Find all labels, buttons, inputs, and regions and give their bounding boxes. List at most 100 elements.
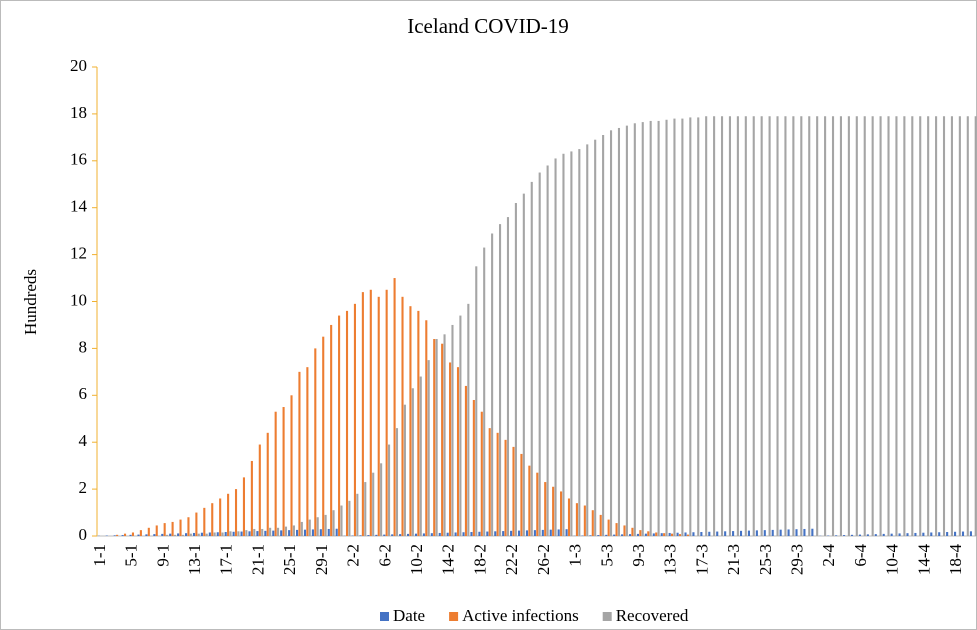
bar bbox=[599, 514, 602, 536]
bar bbox=[747, 530, 750, 536]
bar bbox=[356, 493, 359, 536]
bar bbox=[763, 530, 766, 536]
bar bbox=[950, 116, 953, 537]
bar bbox=[641, 122, 644, 537]
bar bbox=[560, 491, 563, 536]
bar bbox=[403, 404, 406, 536]
y-tick-label: 14 bbox=[70, 197, 88, 216]
bar bbox=[348, 500, 351, 536]
bar bbox=[609, 130, 613, 536]
bar bbox=[200, 532, 203, 536]
bar bbox=[617, 127, 621, 536]
bar bbox=[250, 460, 253, 536]
bar bbox=[498, 224, 502, 537]
bar bbox=[288, 530, 291, 536]
bar bbox=[863, 116, 866, 537]
bar bbox=[205, 533, 208, 536]
bar bbox=[414, 533, 418, 536]
bar bbox=[969, 531, 972, 536]
bar bbox=[311, 529, 314, 536]
bar bbox=[169, 533, 172, 536]
bar bbox=[335, 528, 338, 536]
bar bbox=[528, 465, 531, 536]
bar bbox=[232, 531, 235, 536]
x-tick-label: 25-3 bbox=[756, 544, 775, 575]
bar bbox=[906, 533, 909, 536]
bar bbox=[843, 535, 846, 536]
bar bbox=[324, 514, 327, 536]
bar bbox=[372, 472, 375, 536]
bar bbox=[187, 517, 190, 536]
x-tick-label: 1-3 bbox=[566, 544, 585, 567]
bar bbox=[213, 532, 216, 536]
bar bbox=[449, 362, 452, 536]
bar bbox=[322, 336, 325, 536]
bar bbox=[684, 532, 687, 536]
bar bbox=[824, 116, 827, 537]
bar bbox=[430, 533, 433, 536]
bar bbox=[533, 530, 536, 536]
x-tick-label: 1-1 bbox=[90, 544, 109, 567]
bar bbox=[903, 116, 906, 537]
bar bbox=[137, 534, 140, 536]
bar bbox=[541, 529, 544, 536]
bar bbox=[594, 139, 597, 536]
bar bbox=[446, 532, 449, 536]
bar bbox=[327, 528, 330, 536]
bar bbox=[771, 529, 774, 536]
bar bbox=[345, 310, 349, 536]
bar bbox=[369, 289, 372, 536]
bar bbox=[525, 530, 529, 536]
bar bbox=[732, 531, 735, 536]
bar bbox=[871, 116, 874, 537]
bar bbox=[562, 153, 565, 536]
bar bbox=[391, 534, 394, 536]
bar bbox=[961, 531, 965, 536]
bar bbox=[316, 517, 319, 536]
bar bbox=[478, 531, 481, 536]
legend-swatch bbox=[380, 612, 389, 621]
x-tick-label: 9-1 bbox=[153, 544, 172, 567]
x-tick-label: 26-2 bbox=[534, 544, 553, 575]
bar bbox=[433, 339, 436, 536]
bar bbox=[623, 525, 626, 536]
x-tick-label: 21-3 bbox=[724, 544, 743, 575]
bar bbox=[678, 534, 682, 536]
bar bbox=[488, 428, 491, 536]
bar bbox=[383, 534, 386, 536]
bar bbox=[441, 343, 444, 536]
x-tick-label: 5-3 bbox=[597, 544, 616, 567]
bar bbox=[486, 531, 489, 536]
bar bbox=[689, 117, 692, 536]
bar bbox=[930, 532, 933, 536]
y-tick-label: 12 bbox=[70, 244, 87, 263]
bar bbox=[353, 303, 356, 536]
bar bbox=[831, 116, 835, 537]
x-tick-label: 29-3 bbox=[788, 544, 807, 575]
bar bbox=[504, 439, 507, 536]
bar bbox=[631, 527, 634, 536]
y-axis-label: Hundreds bbox=[21, 269, 40, 335]
bar bbox=[570, 151, 573, 537]
bar bbox=[502, 531, 505, 536]
x-tick-label: 14-4 bbox=[914, 544, 933, 576]
bar bbox=[464, 385, 467, 536]
bar bbox=[958, 116, 961, 537]
bar bbox=[290, 395, 293, 536]
bar bbox=[181, 534, 184, 536]
bar bbox=[942, 116, 946, 537]
bar bbox=[808, 116, 811, 537]
bar bbox=[399, 534, 402, 536]
bar bbox=[483, 247, 486, 536]
bar bbox=[340, 505, 343, 536]
bar bbox=[575, 503, 578, 536]
x-tick-label: 14-2 bbox=[439, 544, 458, 575]
bar bbox=[922, 532, 925, 536]
bar bbox=[116, 534, 119, 536]
bar bbox=[295, 529, 299, 536]
x-tick-label: 17-3 bbox=[692, 544, 711, 575]
bar bbox=[686, 534, 689, 536]
bar bbox=[319, 529, 322, 536]
bar bbox=[163, 523, 166, 536]
